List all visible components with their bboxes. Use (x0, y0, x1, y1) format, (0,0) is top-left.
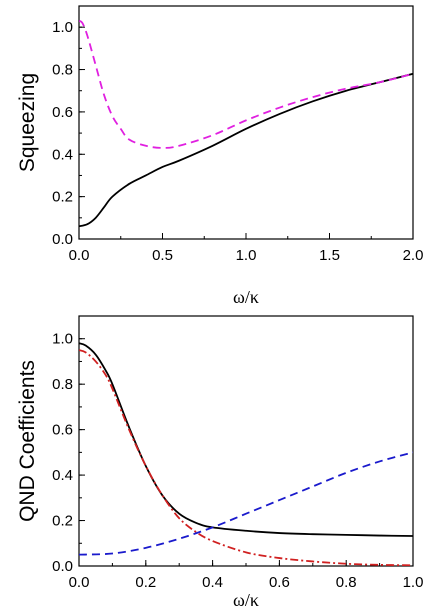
x-tick-label: 0.5 (152, 247, 173, 264)
y-tick-label: 0.4 (52, 467, 73, 484)
x-tick-label: 2.0 (403, 247, 424, 264)
x-axis-title: ω/κ (233, 590, 259, 610)
y-tick-label: 1.0 (52, 331, 73, 348)
y-tick-label: 0.4 (52, 146, 73, 163)
x-axis-title: ω/κ (233, 287, 259, 307)
x-tick-label: 1.0 (236, 247, 257, 264)
series-line-dashdot (79, 349, 413, 566)
series-line-solid (79, 72, 413, 228)
y-tick-label: 0.2 (52, 189, 73, 206)
series-line-dashed (79, 451, 413, 556)
y-tick-label: 0.8 (52, 376, 73, 393)
squeezing-chart: 0.0 0.5 1.0 1.5 2.0 0.0 0.2 0.4 0.6 0.8 1.0 ω/κ Sque… (16, 5, 424, 307)
qnd-coefficients-chart: 0.0 0.2 0.4 0.6 0.8 1.0 0.0 0.2 0.4 0.6 0.8 1.0 ω/κ Q… (16, 315, 424, 610)
x-tick-label: 0.0 (69, 574, 90, 591)
x-tick-label: 1.0 (403, 574, 424, 591)
x-tick-label: 0.4 (202, 574, 223, 591)
x-tick-label: 0.0 (69, 247, 90, 264)
series-line-dashed (79, 19, 413, 149)
y-axis-title: QND Coefficients (16, 360, 39, 522)
y-tick-label: 1.0 (52, 19, 73, 36)
y-tick-label: 0.6 (52, 104, 73, 121)
y-tick-label: 0.0 (52, 231, 73, 248)
plot-frame (78, 5, 414, 240)
x-tick-label: 1.5 (319, 247, 340, 264)
x-tick-label: 0.8 (336, 574, 357, 591)
y-tick-label: 0.0 (52, 558, 73, 575)
y-tick-label: 0.2 (52, 513, 73, 530)
y-axis-title: Squeezing (16, 73, 39, 172)
y-tick-label: 0.8 (52, 62, 73, 79)
x-tick-label: 0.2 (135, 574, 156, 591)
plot-frame (78, 315, 414, 567)
x-tick-label: 0.6 (269, 574, 290, 591)
y-tick-label: 0.6 (52, 422, 73, 439)
series-line-solid (79, 342, 413, 537)
